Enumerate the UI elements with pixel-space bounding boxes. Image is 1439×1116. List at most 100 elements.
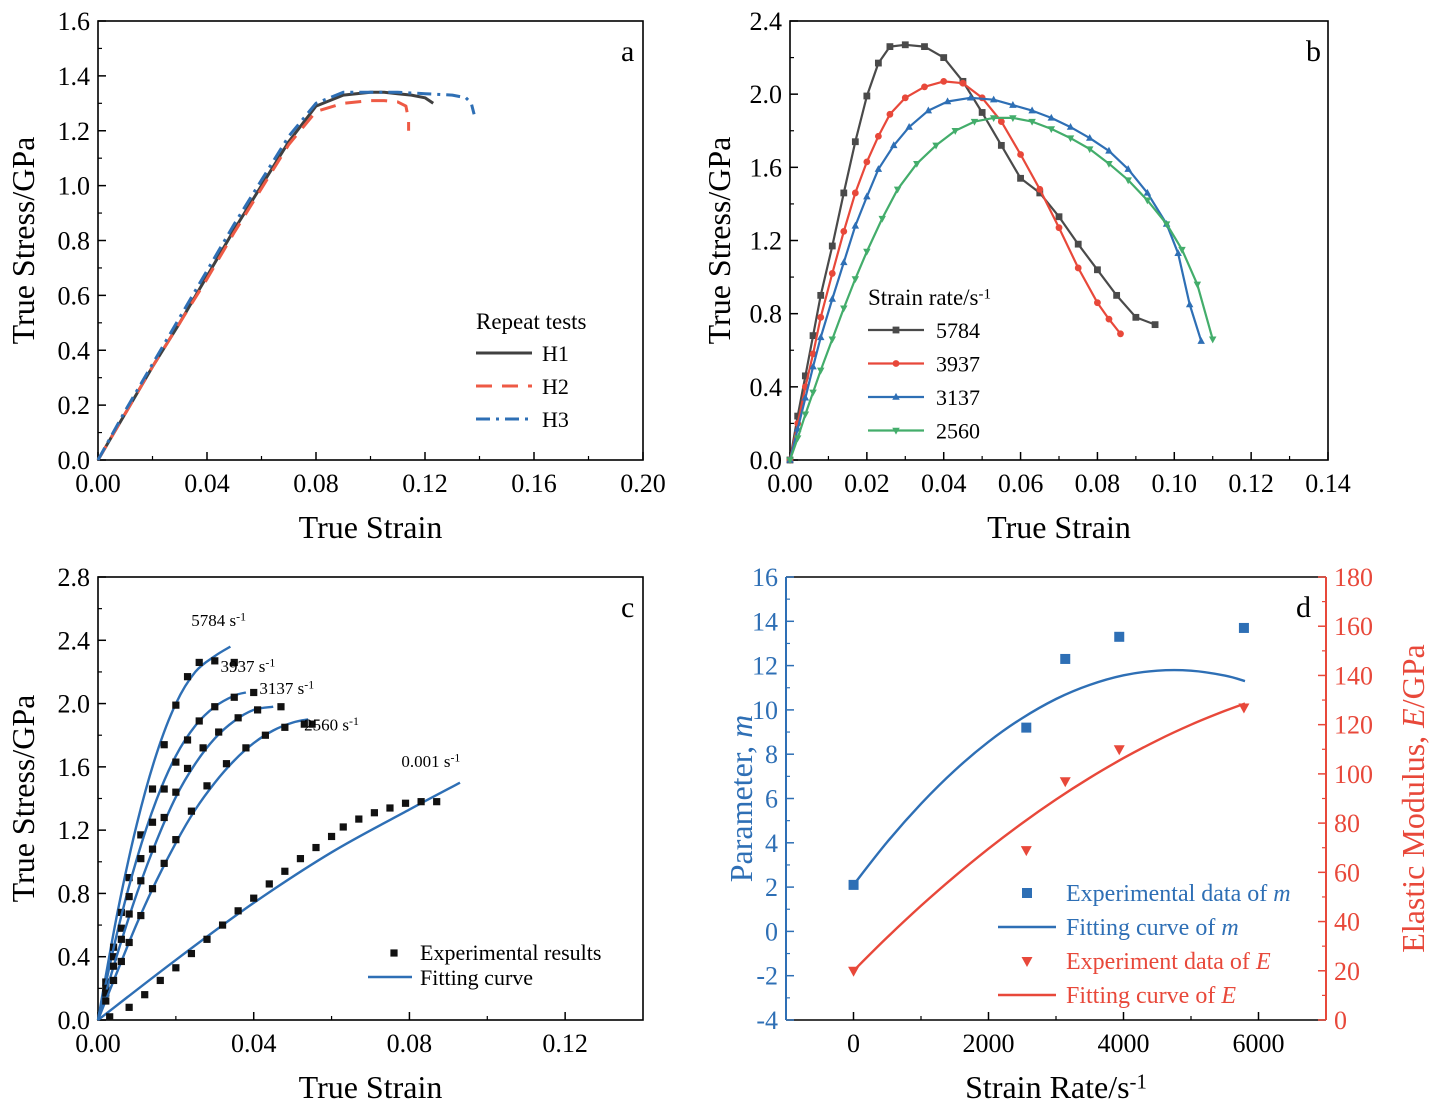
data-point-2560 s-1 xyxy=(261,731,269,739)
point-2560 xyxy=(1143,197,1152,205)
point-3937 xyxy=(1055,224,1063,232)
x-axis-label: True Strain xyxy=(987,509,1131,545)
point-3937 xyxy=(959,79,967,87)
point-3137 xyxy=(840,258,848,266)
y-tick-label: 1.0 xyxy=(58,172,91,201)
point-3137 xyxy=(801,393,810,401)
y-right-tick-label: 120 xyxy=(1334,711,1373,740)
y-tick-label: 0.4 xyxy=(58,943,91,972)
point-3137 xyxy=(809,362,817,370)
point-5784 xyxy=(817,291,825,299)
data-point-0.001 s-1 xyxy=(172,964,180,972)
data-point-5784 s-1 xyxy=(148,785,157,793)
data-point-0.001 s-1 xyxy=(250,894,258,902)
data-point-5784 s-1 xyxy=(230,658,238,667)
point-3137 xyxy=(1028,106,1036,114)
point-3937 xyxy=(940,77,948,85)
point-3937 xyxy=(921,83,928,91)
y-axis-label: True Stress/GPa xyxy=(701,137,737,345)
data-point-3937 s-1 xyxy=(195,717,203,725)
panel-b: 0.00 0.02 0.04 0.06 0.08 0.10 0.12 0.14 0.0 0.4 0.… xyxy=(701,7,1351,545)
x-tick-label: 2000 xyxy=(963,1029,1015,1058)
point-2560 xyxy=(1009,115,1017,123)
data-point-2560 s-1 xyxy=(102,997,110,1005)
point-2560 xyxy=(1028,118,1036,126)
x-tick-label: 0.04 xyxy=(921,469,967,498)
data-point-3137 s-1 xyxy=(117,935,125,943)
data-point-3137 s-1 xyxy=(160,813,168,822)
x-axis-label: True Strain xyxy=(299,509,443,545)
point-2560 xyxy=(913,160,921,168)
x-tick-label: 0.00 xyxy=(767,469,813,498)
fit-curve-2560 s-1 xyxy=(96,718,309,1021)
data-point-2560 s-1 xyxy=(148,885,157,893)
point-3937 xyxy=(874,132,882,140)
legend-marker-points xyxy=(390,949,398,957)
y-tick-label: 0.8 xyxy=(750,300,783,329)
y-tick-label: 2.0 xyxy=(58,690,91,719)
point-3137 xyxy=(924,106,933,114)
legend-marker-3137 xyxy=(892,392,900,400)
point-3937 xyxy=(1105,315,1113,323)
data-point-3137 s-1 xyxy=(148,845,157,853)
legend-label-Experimental data of m: Experimental data of m xyxy=(1066,881,1291,907)
point-5784 xyxy=(921,43,928,51)
point-5784 xyxy=(978,109,986,116)
point-3937 xyxy=(886,110,894,118)
data-point-2560 s-1 xyxy=(300,720,308,728)
data-point-0.001 s-1 xyxy=(417,798,425,806)
legend-label-3137: 3137 xyxy=(936,385,980,410)
y-left-tick-label: 10 xyxy=(752,696,778,725)
data-point-5784 s-1 xyxy=(160,741,168,749)
y-tick-label: 0.0 xyxy=(750,446,783,475)
y-tick-label: 2.0 xyxy=(750,80,783,109)
point-3937 xyxy=(1074,264,1082,272)
data-point-3937 s-1 xyxy=(109,953,118,961)
data-point-3937 s-1 xyxy=(250,688,258,697)
x-tick-label: 6000 xyxy=(1233,1029,1285,1058)
data-point-0.001 s-1 xyxy=(312,843,320,852)
point-3137 xyxy=(874,165,883,172)
y-tick-label: 0.0 xyxy=(58,446,91,475)
point-3137 xyxy=(851,221,860,229)
point-3137 xyxy=(863,192,871,200)
data-point-3137 s-1 xyxy=(215,728,223,736)
data-point-3137 s-1 xyxy=(234,714,242,722)
data-point-Experimental data of m xyxy=(1021,722,1032,733)
point-2560 xyxy=(970,118,979,126)
point-2560 xyxy=(1208,336,1217,344)
y-tick-label: 1.2 xyxy=(58,117,91,146)
point-2560 xyxy=(1086,146,1094,154)
x-tick-label: 0.12 xyxy=(402,469,448,498)
y-tick-label: 0.8 xyxy=(58,879,91,908)
legend-label-H1: H1 xyxy=(542,341,569,366)
point-2560 xyxy=(809,389,817,397)
curve-annotation: 3937 s-1 xyxy=(220,656,275,676)
panel-label: c xyxy=(621,591,634,624)
point-2560 xyxy=(1193,281,1202,289)
point-3137 xyxy=(1086,133,1094,141)
point-5784 xyxy=(1055,213,1063,221)
data-point-5784 s-1 xyxy=(137,831,145,839)
y-left-tick-label: -2 xyxy=(756,962,778,991)
y-left-tick-label: -4 xyxy=(756,1006,778,1035)
point-3937 xyxy=(828,270,836,277)
point-3937 xyxy=(1036,185,1044,193)
point-5784 xyxy=(794,412,802,420)
series-line-H1 xyxy=(96,90,435,461)
y-left-tick-label: 6 xyxy=(765,785,778,814)
point-3137 xyxy=(1047,113,1056,121)
point-5784 xyxy=(886,43,894,51)
y-right-tick-label: 80 xyxy=(1334,809,1360,838)
legend-label-H2: H2 xyxy=(542,374,569,399)
x-tick-label: 0.04 xyxy=(184,469,230,498)
point-2560 xyxy=(932,142,940,150)
data-point-5784 s-1 xyxy=(172,701,180,709)
fit-curve-3937 s-1 xyxy=(96,691,247,1021)
point-3937 xyxy=(863,158,871,166)
data-point-2560 s-1 xyxy=(137,911,145,920)
legend-title: Strain rate/s-1 xyxy=(868,285,991,310)
data-point-0.001 s-1 xyxy=(187,949,196,958)
panel-c: 0.00 0.04 0.08 0.12 0.0 0.4 0.8 1.2 1.6 2.0 2.4 2.8… xyxy=(5,563,644,1105)
series-line-3937 xyxy=(788,80,1122,461)
